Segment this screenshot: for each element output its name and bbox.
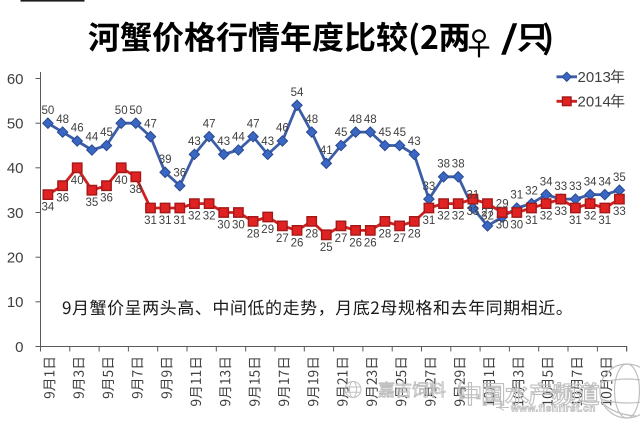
svg-text:32: 32 <box>452 211 465 223</box>
svg-text:43: 43 <box>217 136 230 148</box>
svg-text:31: 31 <box>525 215 538 227</box>
svg-text:34: 34 <box>598 176 611 188</box>
svg-text:32: 32 <box>481 211 494 223</box>
svg-text:27: 27 <box>481 208 494 220</box>
svg-text:43: 43 <box>408 136 421 148</box>
svg-text:43: 43 <box>261 136 274 148</box>
svg-text:47: 47 <box>247 118 260 130</box>
svg-text:45: 45 <box>100 127 113 139</box>
svg-text:28: 28 <box>408 228 421 240</box>
svg-text:www.fishfirst.cn: www.fishfirst.cn <box>510 404 596 415</box>
svg-text:10: 10 <box>7 294 24 311</box>
svg-text:31: 31 <box>569 215 582 227</box>
svg-text:38: 38 <box>452 159 465 171</box>
svg-text:32: 32 <box>584 211 597 223</box>
svg-text:33: 33 <box>554 206 567 218</box>
svg-text:28: 28 <box>305 228 318 240</box>
svg-text:40: 40 <box>71 175 84 187</box>
svg-text:30: 30 <box>7 205 24 222</box>
svg-text:45: 45 <box>393 127 406 139</box>
svg-text:27: 27 <box>393 233 406 245</box>
svg-text:32: 32 <box>188 211 201 223</box>
svg-text:33: 33 <box>554 181 567 193</box>
svg-text:38: 38 <box>129 184 142 196</box>
svg-text:25: 25 <box>320 242 333 254</box>
svg-text:44: 44 <box>86 132 99 144</box>
svg-text:31: 31 <box>467 190 480 202</box>
svg-text:33: 33 <box>423 181 436 193</box>
svg-text:31: 31 <box>423 215 436 227</box>
svg-text:41: 41 <box>320 145 333 157</box>
svg-text:34: 34 <box>584 176 597 188</box>
svg-text:48: 48 <box>56 114 69 126</box>
svg-text:35: 35 <box>86 197 99 209</box>
svg-text:50: 50 <box>115 105 128 117</box>
svg-text:40: 40 <box>115 175 128 187</box>
svg-text:31: 31 <box>159 215 172 227</box>
svg-text:20: 20 <box>7 250 24 267</box>
svg-text:38: 38 <box>437 159 450 171</box>
svg-text:31: 31 <box>598 215 611 227</box>
svg-text:50: 50 <box>7 116 24 133</box>
svg-text:39: 39 <box>159 154 172 166</box>
svg-text:32: 32 <box>437 211 450 223</box>
svg-text:30: 30 <box>496 220 509 232</box>
svg-text:36: 36 <box>173 167 186 179</box>
svg-text:33: 33 <box>613 206 626 218</box>
svg-text:54: 54 <box>291 87 304 99</box>
svg-text:33: 33 <box>467 206 480 218</box>
svg-text:29: 29 <box>261 224 274 236</box>
svg-text:32: 32 <box>203 211 216 223</box>
svg-text:48: 48 <box>364 114 377 126</box>
svg-text:36: 36 <box>56 193 69 205</box>
svg-text:27: 27 <box>335 233 348 245</box>
svg-text:36: 36 <box>100 193 113 205</box>
svg-text:31: 31 <box>510 190 523 202</box>
svg-text:45: 45 <box>379 127 392 139</box>
svg-text:26: 26 <box>364 237 377 249</box>
svg-text:30: 30 <box>232 220 245 232</box>
svg-text:46: 46 <box>71 123 84 135</box>
svg-text:32: 32 <box>540 211 553 223</box>
svg-text:47: 47 <box>203 118 216 130</box>
svg-text:34: 34 <box>540 176 553 188</box>
svg-text:2013: 2013 <box>578 69 611 86</box>
svg-text:45: 45 <box>335 127 348 139</box>
svg-text:35: 35 <box>613 172 626 184</box>
svg-text:28: 28 <box>247 228 260 240</box>
svg-text:33: 33 <box>569 181 582 193</box>
svg-text:30: 30 <box>510 220 523 232</box>
svg-text:2014: 2014 <box>578 94 611 111</box>
svg-text:40: 40 <box>7 160 24 177</box>
svg-text:50: 50 <box>42 105 55 117</box>
svg-text:0: 0 <box>15 339 23 356</box>
svg-text:50: 50 <box>129 105 142 117</box>
svg-text:48: 48 <box>349 114 362 126</box>
svg-text:27: 27 <box>276 233 289 245</box>
svg-text:31: 31 <box>173 215 186 227</box>
svg-text:48: 48 <box>305 114 318 126</box>
svg-text:26: 26 <box>291 237 304 249</box>
svg-text:31: 31 <box>144 215 157 227</box>
svg-text:47: 47 <box>144 118 157 130</box>
svg-text:29: 29 <box>496 199 509 211</box>
svg-text:46: 46 <box>276 123 289 135</box>
svg-text:43: 43 <box>188 136 201 148</box>
svg-text:28: 28 <box>379 228 392 240</box>
svg-text:44: 44 <box>232 132 245 144</box>
svg-text:34: 34 <box>42 202 55 214</box>
svg-text:32: 32 <box>525 185 538 197</box>
svg-text:60: 60 <box>7 71 24 88</box>
svg-text:30: 30 <box>217 220 230 232</box>
svg-text:26: 26 <box>349 237 362 249</box>
